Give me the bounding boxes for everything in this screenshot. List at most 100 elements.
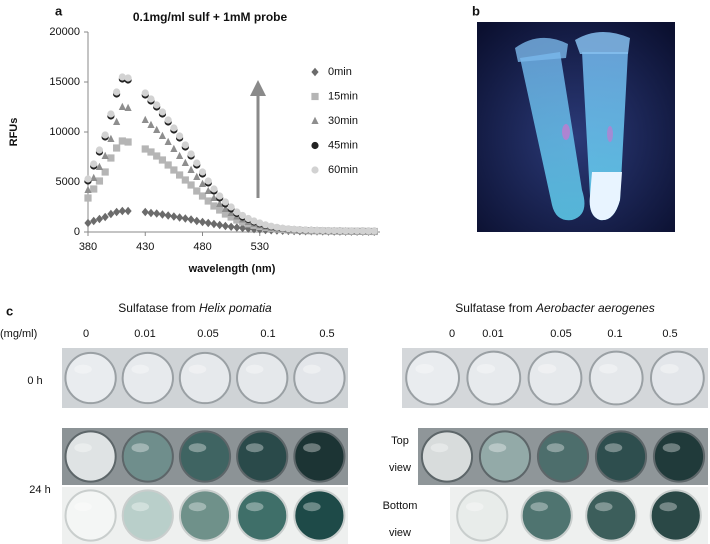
row-label: 0 h xyxy=(27,375,42,387)
point xyxy=(164,137,172,145)
legend-marker xyxy=(311,92,319,101)
point xyxy=(107,209,115,219)
point xyxy=(153,209,161,218)
point xyxy=(284,225,292,233)
point xyxy=(187,181,195,189)
point xyxy=(216,206,224,214)
point xyxy=(95,146,104,154)
point xyxy=(90,216,98,226)
well xyxy=(420,430,474,483)
point xyxy=(170,124,178,132)
group-title: Sulfatase from Helix pomatia xyxy=(118,301,272,315)
point xyxy=(210,185,218,193)
well xyxy=(236,430,289,483)
panel-label: a xyxy=(55,3,63,18)
legend-label: 0min xyxy=(328,66,352,78)
concentration-label: 0 xyxy=(449,328,455,340)
concentration-label: 0.5 xyxy=(662,328,677,340)
point xyxy=(95,162,104,170)
group-title-prefix: Sulfatase from xyxy=(118,301,199,315)
well-glare xyxy=(476,364,496,374)
point xyxy=(164,161,172,169)
point xyxy=(198,192,207,200)
well-glare xyxy=(303,443,321,453)
point xyxy=(158,131,167,139)
point xyxy=(118,73,126,81)
well-glare xyxy=(131,364,150,374)
well xyxy=(527,350,583,406)
legend-marker xyxy=(311,116,319,124)
point xyxy=(158,156,167,164)
point xyxy=(176,151,184,159)
well-glare xyxy=(188,502,207,512)
point xyxy=(221,221,230,231)
well xyxy=(121,351,174,405)
well-glare xyxy=(245,443,264,453)
point xyxy=(181,158,189,166)
point xyxy=(124,138,132,146)
point xyxy=(233,216,241,224)
view-label: view xyxy=(389,527,411,539)
point xyxy=(113,88,121,96)
point xyxy=(181,141,189,149)
point xyxy=(238,211,247,220)
y-axis-label: RFUs xyxy=(8,118,20,147)
well xyxy=(293,351,346,405)
well-glare xyxy=(131,443,150,453)
point xyxy=(124,74,132,82)
legend-marker xyxy=(311,141,319,150)
well-glare xyxy=(465,502,484,512)
point xyxy=(90,173,98,181)
tube-photo xyxy=(477,22,675,232)
point xyxy=(198,168,207,176)
point xyxy=(170,144,178,152)
point xyxy=(193,187,201,195)
point xyxy=(153,125,161,133)
point xyxy=(221,198,230,206)
point xyxy=(95,177,104,185)
point xyxy=(279,224,287,232)
point xyxy=(84,218,92,228)
well xyxy=(64,351,117,405)
concentration-label: 0.05 xyxy=(550,328,571,340)
point xyxy=(147,95,155,103)
point xyxy=(187,165,195,173)
concentration-label: 0.05 xyxy=(197,328,218,340)
well-glare xyxy=(488,443,507,453)
panel-label: b xyxy=(472,3,480,18)
point xyxy=(101,151,109,159)
point xyxy=(290,225,298,233)
well-glare xyxy=(188,443,207,453)
point xyxy=(330,227,338,235)
point xyxy=(261,221,270,229)
well-glare xyxy=(530,502,549,512)
point xyxy=(170,166,178,174)
view-label: view xyxy=(389,462,411,474)
point xyxy=(238,223,247,233)
well-glare xyxy=(74,364,92,374)
point xyxy=(101,131,109,139)
unit-label: (mg/ml) xyxy=(0,328,37,340)
point xyxy=(141,115,149,123)
point xyxy=(107,110,115,118)
y-tick-label: 20000 xyxy=(49,26,80,38)
point xyxy=(118,137,126,145)
point xyxy=(353,227,361,235)
x-tick-label: 480 xyxy=(193,241,211,253)
x-tick-label: 430 xyxy=(136,241,154,253)
y-tick-label: 5000 xyxy=(56,176,80,188)
well-glare xyxy=(74,502,92,512)
point xyxy=(147,120,155,128)
group-title: Sulfatase from Aerobacter aerogenes xyxy=(455,301,654,315)
well xyxy=(178,430,232,483)
point xyxy=(250,217,258,225)
point xyxy=(244,214,252,223)
well xyxy=(594,430,648,483)
point xyxy=(324,227,333,235)
point xyxy=(118,102,126,110)
point xyxy=(101,212,109,222)
point xyxy=(187,150,195,158)
point xyxy=(216,199,224,207)
point xyxy=(84,194,92,202)
point xyxy=(210,193,218,201)
